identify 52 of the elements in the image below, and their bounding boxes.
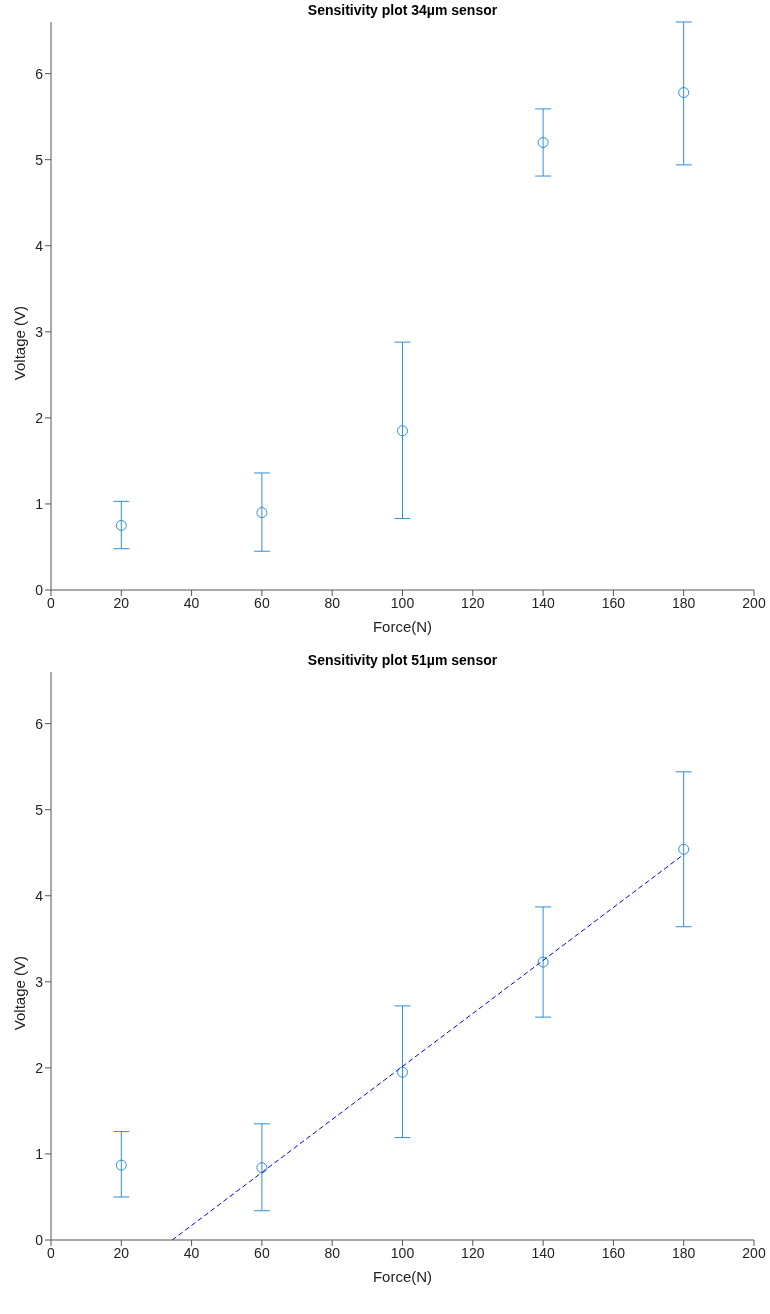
x-tick-label: 0 <box>47 594 56 611</box>
y-tick-label: 6 <box>35 715 44 732</box>
x-tick-label: 120 <box>461 1244 485 1261</box>
x-tick-label: 20 <box>113 594 130 611</box>
x-tick-label: 200 <box>742 1244 766 1261</box>
point <box>537 136 549 148</box>
x-tick-label: 200 <box>742 594 766 611</box>
y-tick-label: 6 <box>35 65 44 82</box>
y-tick-label: 3 <box>35 973 44 990</box>
chart-title: Sensitivity plot 51µm sensor <box>306 652 499 668</box>
point <box>678 87 690 99</box>
y-tick-label: 4 <box>35 237 44 254</box>
x-tick-label: 100 <box>390 1244 415 1261</box>
x-tick-label: 40 <box>183 594 200 611</box>
point <box>537 956 549 968</box>
y-tick-label: 0 <box>35 581 44 598</box>
x-tick-label: 0 <box>47 1244 56 1261</box>
y-tick-label: 2 <box>35 409 44 426</box>
x-tick-label: 180 <box>672 1244 696 1261</box>
x-tick-label: 80 <box>324 594 341 611</box>
chart-title: Sensitivity plot 34µm sensor <box>306 2 499 18</box>
x-tick-label: 80 <box>324 1244 341 1261</box>
x-tick-label: 160 <box>601 1244 626 1261</box>
x-tick-label: 100 <box>390 594 415 611</box>
y-axis-title: Voltage (V) <box>11 956 29 1031</box>
x-tick-label: 180 <box>672 594 696 611</box>
x-axis-title: Force(N) <box>372 1268 433 1285</box>
point <box>397 1066 408 1078</box>
point <box>397 425 408 437</box>
point <box>115 1159 127 1171</box>
x-tick-label: 20 <box>113 1244 130 1261</box>
y-tick-label: 4 <box>35 887 44 904</box>
point <box>256 507 268 519</box>
y-tick-label: 2 <box>35 1059 44 1076</box>
x-tick-label: 60 <box>254 1244 270 1261</box>
x-tick-label: 160 <box>601 594 626 611</box>
x-axis-title: Force(N) <box>372 618 433 635</box>
point <box>256 1162 268 1174</box>
y-axis-title: Voltage (V) <box>11 306 29 381</box>
y-tick-label: 1 <box>35 495 44 512</box>
y-tick-label: 0 <box>35 1231 44 1248</box>
y-tick-label: 5 <box>35 151 44 168</box>
x-tick-label: 140 <box>531 1244 555 1261</box>
y-tick-label: 1 <box>35 1145 44 1162</box>
x-tick-label: 40 <box>183 1244 200 1261</box>
x-tick-label: 140 <box>531 594 555 611</box>
x-tick-label: 60 <box>254 594 270 611</box>
x-tick-label: 120 <box>461 594 485 611</box>
y-tick-label: 3 <box>35 323 44 340</box>
y-tick-label: 5 <box>35 801 44 818</box>
point <box>115 519 127 531</box>
point <box>678 843 690 855</box>
